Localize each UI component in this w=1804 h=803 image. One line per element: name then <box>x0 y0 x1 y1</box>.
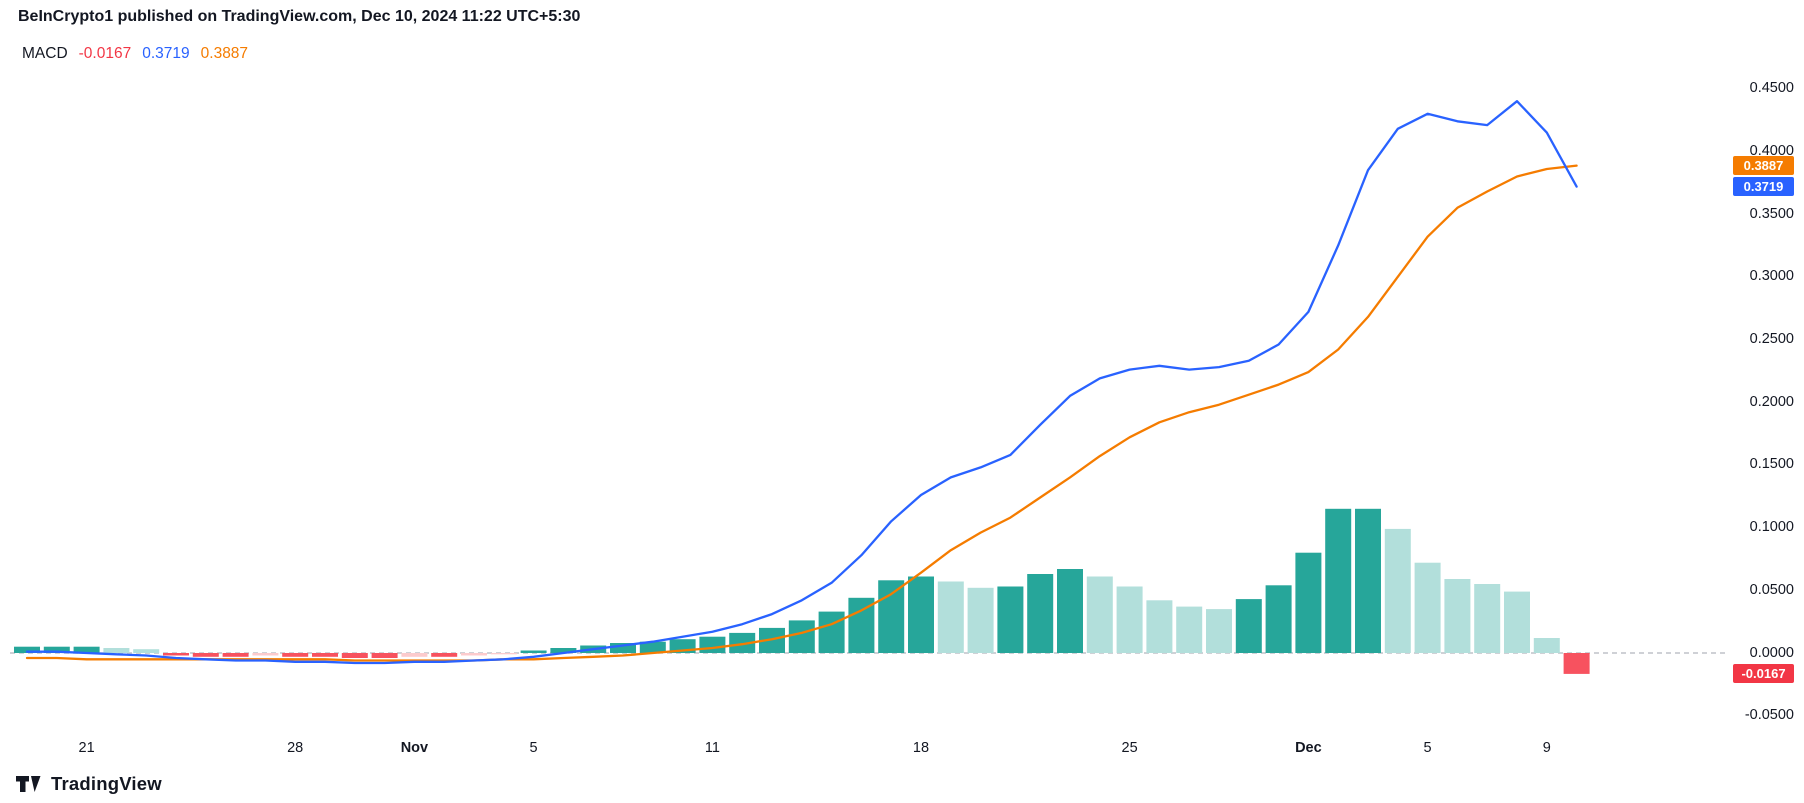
histogram-bar <box>1474 584 1501 653</box>
price-tick-label: 0.1000 <box>1749 519 1794 536</box>
histogram-bar <box>192 653 219 657</box>
price-tick-label: 0.0500 <box>1749 581 1794 598</box>
tradingview-brand-text: TradingView <box>51 773 162 794</box>
price-badge: 0.3887 <box>1733 156 1794 176</box>
price-tick-label: -0.0500 <box>1744 707 1794 724</box>
histogram-bar <box>1027 574 1054 653</box>
histogram-bar <box>73 646 100 653</box>
indicator-name[interactable]: MACD <box>22 45 68 62</box>
histogram-bar <box>1146 600 1173 653</box>
histogram-bar <box>848 597 875 653</box>
histogram-bar <box>103 648 130 653</box>
histogram-bar <box>1206 609 1232 653</box>
time-tick-label: Dec <box>1295 740 1322 756</box>
histogram-bar <box>1414 562 1441 653</box>
macd-line <box>25 100 1578 665</box>
histogram-bar <box>1444 579 1471 653</box>
indicator-values: -0.0167 0.3719 0.3887 <box>79 45 248 63</box>
histogram-bar <box>1384 528 1411 653</box>
histogram-bar <box>1086 576 1113 653</box>
histogram-bar <box>1265 585 1292 653</box>
price-tick-label: 0.3500 <box>1749 205 1794 222</box>
price-tick-label: 0.1500 <box>1749 456 1794 473</box>
histogram-bar <box>788 620 815 653</box>
histogram-bar <box>997 586 1024 653</box>
histogram-bar <box>1116 586 1143 653</box>
price-tick-label: 0.2000 <box>1749 393 1794 410</box>
histogram-bar <box>1235 599 1262 653</box>
histogram-bar <box>282 653 309 657</box>
histogram-bar <box>818 611 845 653</box>
histogram-bar <box>222 653 249 657</box>
tradingview-logo-icon <box>16 776 41 792</box>
histogram-bar <box>878 580 905 653</box>
histogram-bar <box>1355 508 1381 653</box>
histogram-bar <box>937 581 964 653</box>
price-tick-label: 0.4500 <box>1749 80 1794 97</box>
time-tick-label: 18 <box>912 740 930 756</box>
attribution-text: BeInCrypto1 published on TradingView.com… <box>18 8 581 25</box>
histogram-bar <box>341 653 368 658</box>
histogram-bar <box>163 653 189 656</box>
histogram-bar <box>490 653 517 655</box>
tradingview-branding[interactable]: TradingView <box>16 772 162 796</box>
histogram-bar <box>1325 508 1352 653</box>
histogram-bar <box>610 643 636 653</box>
histogram-bar <box>699 636 726 653</box>
price-tick-label: 0.2500 <box>1749 331 1794 347</box>
histogram-bar <box>1057 569 1083 653</box>
time-tick-label: 5 <box>1423 740 1432 756</box>
histogram-bar <box>431 653 458 657</box>
histogram-bar <box>1563 653 1590 674</box>
histogram-bar <box>401 653 428 657</box>
price-badge: -0.0167 <box>1733 664 1794 684</box>
histogram-bar <box>1533 638 1560 653</box>
histogram-bar <box>1176 606 1203 653</box>
macd-histogram <box>14 508 1590 674</box>
histogram-bar <box>520 650 547 653</box>
time-tick-label: 25 <box>1121 740 1138 756</box>
histogram-bar <box>729 632 756 653</box>
histogram-bar <box>1504 591 1530 653</box>
time-tick-label: 28 <box>287 740 304 756</box>
legend-histogram-value: -0.0167 <box>78 45 132 62</box>
price-tick-label: 0.0000 <box>1749 644 1794 661</box>
histogram-bar <box>252 653 279 656</box>
histogram-bar <box>371 653 398 658</box>
histogram-bar <box>967 587 994 653</box>
histogram-bar <box>908 576 934 653</box>
time-tick-label: 21 <box>78 740 95 756</box>
time-tick-label: Nov <box>400 740 429 756</box>
time-tick-label: 11 <box>704 740 720 756</box>
histogram-bar <box>133 649 160 653</box>
legend-macd-value: 0.3719 <box>142 45 190 62</box>
histogram-bar <box>461 653 487 656</box>
histogram-bar <box>312 653 338 657</box>
time-tick-label: 5 <box>529 740 538 756</box>
indicator-legend[interactable]: MACD -0.0167 0.3719 0.3887 <box>22 45 248 63</box>
histogram-bar <box>43 646 70 653</box>
signal-line <box>25 164 1578 662</box>
price-tick-label: 0.3000 <box>1749 268 1794 285</box>
histogram-bar <box>14 646 40 653</box>
legend-signal-value: 0.3887 <box>200 45 249 62</box>
histogram-bar <box>639 641 666 653</box>
price-tick-label: 0.4000 <box>1749 142 1794 159</box>
histogram-bar <box>1295 552 1322 653</box>
price-badge: 0.3719 <box>1733 177 1794 197</box>
histogram-bar <box>550 648 577 653</box>
time-tick-label: 9 <box>1542 740 1551 756</box>
